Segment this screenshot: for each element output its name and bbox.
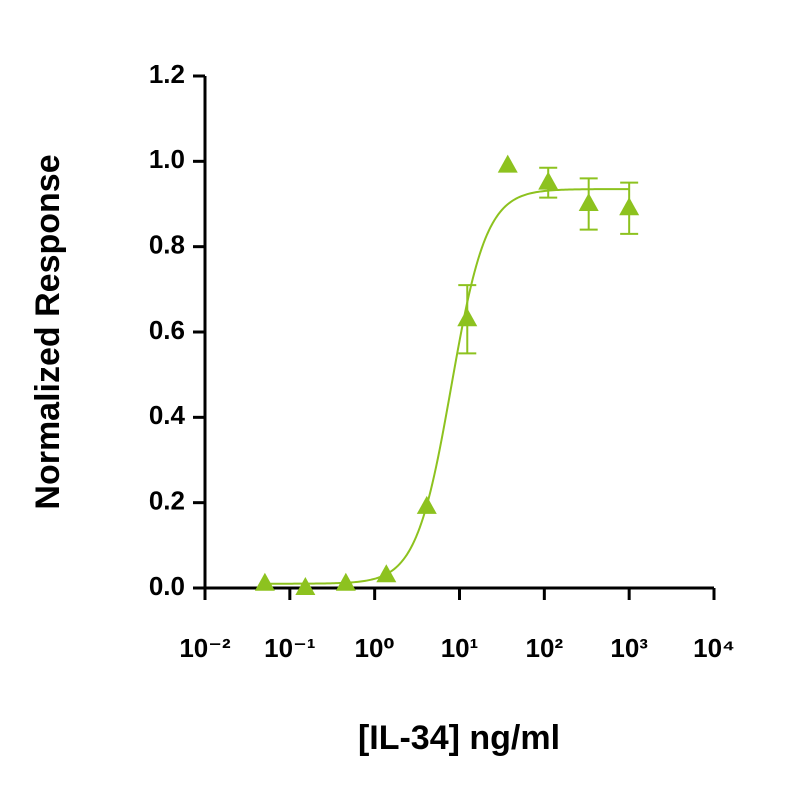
data-point [254,572,275,591]
y-axis-title: Normalized Response [29,154,67,509]
x-tick-label: 10⁰ [355,633,395,663]
data-point [457,308,478,327]
x-tick-label: 10⁴ [693,633,735,663]
data-point [295,577,316,595]
y-tick-label: 0.8 [149,230,185,260]
y-tick-label: 0.2 [149,486,185,516]
fit-curve [264,188,630,585]
x-tick-label: 10⁻² [179,633,231,663]
x-axis-title: [IL-34] ng/ml [358,719,560,757]
y-tick-label: 1.0 [149,144,185,174]
x-tick-label: 10¹ [441,633,479,663]
data-point [497,154,518,173]
data-point [538,171,559,190]
y-tick-label: 0.0 [149,571,185,601]
x-tick-label: 10² [526,633,564,663]
data-point [416,495,437,514]
x-tick-label: 10³ [610,633,648,663]
y-tick-label: 1.2 [149,59,185,89]
y-tick-label: 0.6 [149,315,185,345]
data-point [335,572,356,591]
data-point [578,193,599,211]
y-tick-label: 0.4 [149,400,186,430]
x-tick-label: 10⁻¹ [264,633,315,663]
data-point [376,564,397,583]
data-point [619,197,640,216]
